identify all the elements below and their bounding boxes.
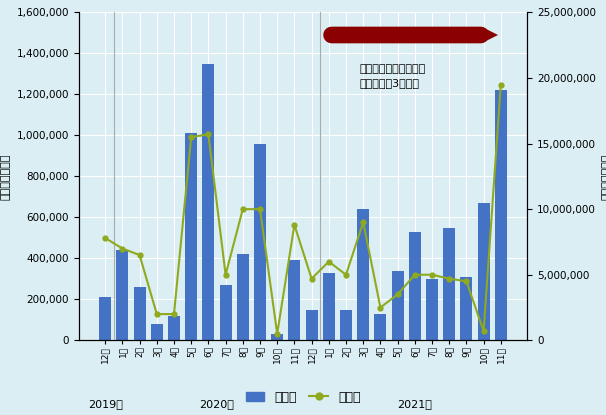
Bar <box>461 277 473 340</box>
Y-axis label: 輸入額（ドル）: 輸入額（ドル） <box>1 153 11 200</box>
Bar <box>99 297 112 340</box>
Bar <box>254 144 266 340</box>
Text: 2021年: 2021年 <box>398 399 432 409</box>
Legend: 輸入額, 輸入量: 輸入額, 輸入量 <box>241 386 365 409</box>
Bar <box>133 287 145 340</box>
Bar <box>151 324 163 340</box>
Bar <box>443 227 455 340</box>
Bar <box>288 260 301 340</box>
Bar <box>271 334 283 340</box>
Bar <box>494 90 507 340</box>
Bar <box>340 310 352 340</box>
Y-axis label: 輸入量（個数）: 輸入量（個数） <box>602 153 606 200</box>
Bar <box>409 232 421 340</box>
Text: 2019年: 2019年 <box>88 399 122 409</box>
Bar <box>185 133 197 340</box>
Bar <box>202 63 215 340</box>
Bar <box>116 250 128 340</box>
Bar <box>375 314 387 340</box>
Bar <box>219 285 231 340</box>
Bar <box>426 279 438 340</box>
Bar <box>357 209 369 340</box>
Text: 2020年: 2020年 <box>199 399 235 409</box>
Bar <box>391 271 404 340</box>
Bar <box>323 273 335 340</box>
Text: 新型ウイルスワクチン
接種開始（3月〜）: 新型ウイルスワクチン 接種開始（3月〜） <box>360 63 426 88</box>
Bar <box>305 310 318 340</box>
Bar <box>237 254 249 340</box>
Bar <box>478 203 490 340</box>
Bar <box>168 316 180 340</box>
